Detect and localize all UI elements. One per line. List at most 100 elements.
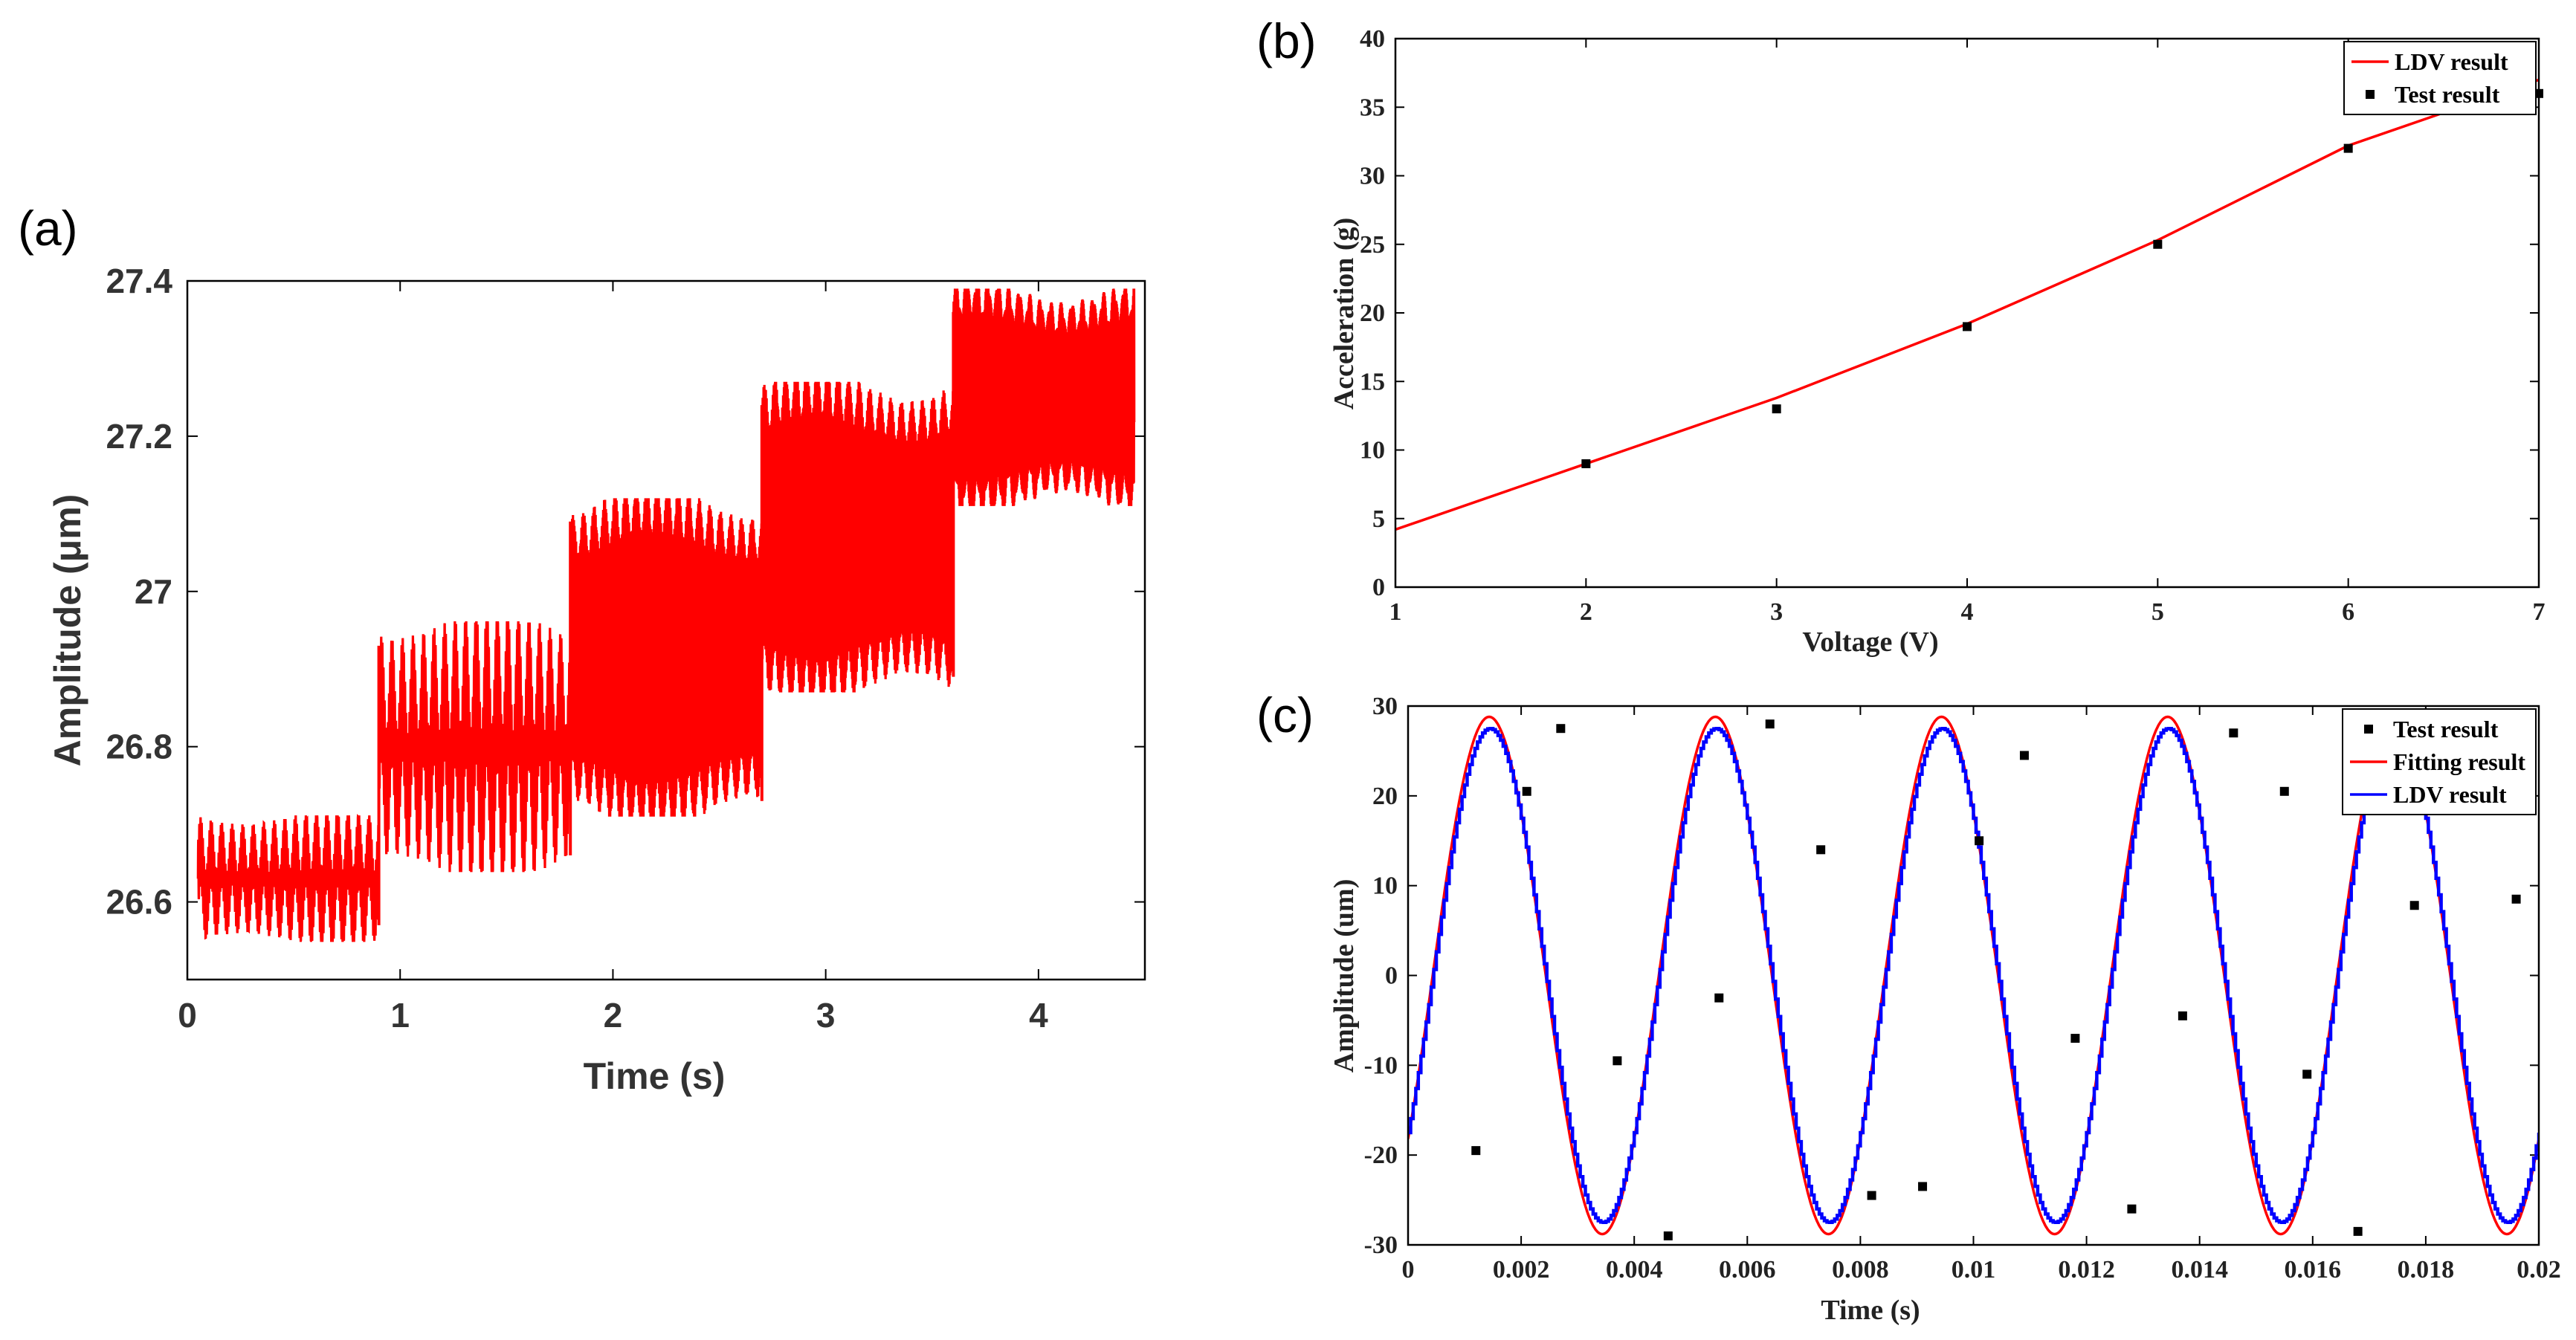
chart-c-plot-area xyxy=(1408,715,2539,1236)
chart-c-test-point xyxy=(2178,1011,2187,1020)
chart-c-test-point xyxy=(2019,751,2029,760)
chart-b-y-tick-label: 0 xyxy=(1372,574,1385,601)
chart-b-x-tick-label: 5 xyxy=(2151,598,2164,626)
chart-c-test-point xyxy=(2279,786,2289,796)
chart-c-test-point xyxy=(1613,1056,1622,1066)
chart-b-y-tick-label: 40 xyxy=(1360,25,1385,53)
chart-c-y-tick-label: -30 xyxy=(1364,1231,1398,1259)
chart-a-x-tick-label: 4 xyxy=(1029,996,1048,1035)
chart-b-y-tick-label: 5 xyxy=(1372,505,1385,533)
chart-a-y-tick-label: 27.2 xyxy=(106,417,172,456)
chart-a-y-tick-label: 26.6 xyxy=(106,883,172,922)
chart-c-x-tick-label: 0.01 xyxy=(1952,1256,1996,1284)
chart-c-axes-box xyxy=(1407,705,2540,1246)
panel-label-b: (b) xyxy=(1256,13,1317,68)
chart-b-legend-marker xyxy=(2366,90,2375,99)
chart-c-test-point xyxy=(2302,1069,2312,1079)
chart-b-x-tick-label: 2 xyxy=(1580,598,1592,626)
chart-c-test-point xyxy=(2229,728,2238,738)
chart-b-y-tick-label: 25 xyxy=(1360,231,1385,259)
chart-c-test-point xyxy=(1975,836,1984,846)
chart-c-y-axis-label: Amplitude (um) xyxy=(1329,879,1360,1073)
panel-label-c: (c) xyxy=(1256,687,1314,742)
chart-c-test-point xyxy=(1918,1182,1928,1191)
chart-c-y-tick-label: 0 xyxy=(1385,962,1398,990)
chart-c-test-point xyxy=(1867,1191,1876,1200)
chart-a-y-axis-label: Amplitude (μm) xyxy=(47,494,88,767)
chart-a: Time (s) Amplitude (μm) 0 1 2 3 4 26.6 26.8 27 2… xyxy=(47,262,1146,1097)
chart-c-x-tick-label: 0.018 xyxy=(2398,1256,2455,1284)
chart-b-x-tick-label: 3 xyxy=(1770,598,1783,626)
chart-c-x-tick-label: 0.014 xyxy=(2171,1256,2228,1284)
chart-a-series-line-segment xyxy=(761,381,955,693)
chart-c-test-point xyxy=(2353,1226,2363,1236)
chart-c-x-tick-label: 0.006 xyxy=(1719,1256,1776,1284)
chart-c-x-tick-label: 0.016 xyxy=(2285,1256,2342,1284)
chart-b-legend-box xyxy=(2343,41,2537,115)
chart-c-y-tick-label: 20 xyxy=(1372,783,1398,810)
chart-a-x-tick-label: 1 xyxy=(390,996,410,1035)
chart-b-legend-label: LDV result xyxy=(2395,48,2508,75)
chart-c-test-point xyxy=(1522,786,1531,796)
chart-c: Time (s) Amplitude (um) 0 0.002 0.004 0.006… xyxy=(1329,693,2561,1326)
chart-a-series-line-segment xyxy=(569,498,764,817)
chart-a-x-axis-label: Time (s) xyxy=(584,1055,726,1097)
chart-c-test-point xyxy=(1556,724,1566,734)
chart-b-axes-box xyxy=(1394,37,2540,589)
chart-c-test-point xyxy=(2409,901,2419,910)
chart-b-test-point xyxy=(1772,404,1781,414)
chart-c-test-point xyxy=(2070,1034,2080,1043)
chart-c-x-tick-label: 0.004 xyxy=(1606,1256,1663,1284)
chart-b-y-tick-label: 20 xyxy=(1360,300,1385,327)
chart-c-test-point xyxy=(1663,1231,1673,1240)
chart-c-y-tick-label: 30 xyxy=(1372,693,1398,720)
chart-b-ldv-line xyxy=(1395,78,2539,531)
chart-b-x-tick-label: 7 xyxy=(2533,598,2546,626)
chart-b-x-tick-label: 6 xyxy=(2342,598,2354,626)
chart-a-y-tick-label: 26.8 xyxy=(106,728,172,766)
chart-b-y-axis-label: Acceleration (g) xyxy=(1329,218,1360,410)
chart-a-axes-box xyxy=(186,279,1146,981)
chart-c-legend-label: Fitting result xyxy=(2393,748,2525,775)
chart-b-x-tick-label: 4 xyxy=(1961,598,1974,626)
chart-b-y-tick-label: 10 xyxy=(1360,437,1385,465)
chart-c-test-point xyxy=(1816,845,1826,855)
chart-c-legend: Test result Fitting result LDV result xyxy=(2342,708,2537,815)
chart-c-test-point xyxy=(1765,719,1775,729)
chart-c-x-tick-label: 0.012 xyxy=(2058,1256,2115,1284)
chart-c-legend-marker xyxy=(2364,725,2373,734)
chart-c-test-point xyxy=(1714,993,1724,1003)
chart-c-x-tick-label: 0 xyxy=(1402,1256,1415,1284)
chart-c-ldv-line xyxy=(1408,727,2539,1224)
chart-b-legend: LDV result Test result xyxy=(2343,41,2537,115)
chart-c-x-tick-label: 0.008 xyxy=(1832,1256,1889,1284)
chart-c-test-point xyxy=(2127,1204,2137,1214)
chart-b-y-tick-label: 30 xyxy=(1360,163,1385,190)
chart-c-y-tick-label: -10 xyxy=(1364,1052,1398,1079)
chart-a-plot-area xyxy=(196,288,1136,942)
chart-b-x-tick-label: 1 xyxy=(1389,598,1402,626)
chart-b-y-tick-label: 35 xyxy=(1360,94,1385,121)
chart-b-test-point xyxy=(1963,322,1972,331)
chart-a-series-line-segment xyxy=(378,621,572,873)
chart-c-test-point xyxy=(2511,894,2521,904)
chart-c-legend-label: LDV result xyxy=(2393,781,2507,808)
chart-b-test-point xyxy=(2343,143,2353,153)
chart-c-y-tick-label: 10 xyxy=(1372,873,1398,900)
chart-a-y-tick-label: 27 xyxy=(135,572,172,611)
chart-a-x-tick-label: 2 xyxy=(604,996,623,1035)
chart-a-y-tick-label: 27.4 xyxy=(106,262,172,300)
chart-a-x-tick-label: 0 xyxy=(178,996,197,1035)
chart-a-series-line-segment xyxy=(952,288,1136,506)
chart-c-x-axis-label: Time (s) xyxy=(1821,1295,1920,1326)
chart-b-y-tick-label: 15 xyxy=(1360,368,1385,395)
chart-b-plot-area xyxy=(1395,78,2539,531)
chart-a-series-line-segment xyxy=(196,814,381,942)
chart-b-legend-label: Test result xyxy=(2395,81,2500,108)
chart-b-test-point xyxy=(2153,239,2163,249)
chart-c-x-tick-label: 0.002 xyxy=(1493,1256,1550,1284)
chart-b-test-point xyxy=(1581,459,1591,468)
panel-label-a: (a) xyxy=(18,201,78,256)
chart-b-x-axis-label: Voltage (V) xyxy=(1802,627,1938,658)
